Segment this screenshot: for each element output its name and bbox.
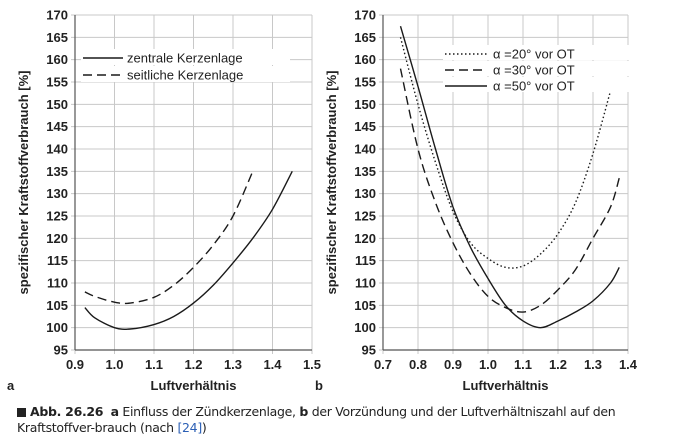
y-tick-label: 125 — [46, 209, 68, 224]
x-tick-label: 1.0 — [105, 357, 123, 372]
y-tick-label: 135 — [46, 164, 68, 179]
x-tick-label: 0.9 — [66, 357, 84, 372]
x-tick-label: 1.5 — [303, 357, 321, 372]
x-axis-label: Luftverhältnis — [463, 378, 549, 393]
x-tick-label: 1.4 — [263, 357, 282, 372]
y-tick-label: 115 — [355, 253, 376, 268]
legend-bg — [443, 77, 656, 92]
legend-bg — [81, 49, 290, 65]
x-tick-label: 0.8 — [409, 357, 427, 372]
legend-entry: α =50° vor OT — [493, 79, 575, 94]
x-tick-label: 1.1 — [145, 357, 163, 372]
figure-caption: Abb. 26.26 a Einfluss der Zündkerzenlage… — [17, 404, 687, 436]
panel-label: b — [315, 378, 323, 393]
y-tick-label: 100 — [354, 320, 376, 335]
caption-part-a: a — [110, 404, 119, 419]
legend-bg — [81, 66, 290, 82]
series-line — [399, 68, 620, 313]
x-tick-label: 1.3 — [584, 357, 602, 372]
caption-label: Abb. 26.26 — [30, 404, 104, 419]
legend-entry: α =20° vor OT — [493, 47, 575, 62]
legend-entry: zentrale Kerzenlage — [127, 51, 243, 66]
series-line — [399, 25, 620, 329]
x-tick-label: 0.9 — [444, 357, 462, 372]
y-tick-label: 170 — [354, 8, 376, 23]
x-tick-label: 1.4 — [619, 357, 638, 372]
x-tick-label: 0.7 — [374, 357, 392, 372]
y-tick-label: 150 — [354, 97, 376, 112]
y-tick-label: 105 — [46, 298, 68, 313]
caption-marker-icon — [17, 408, 26, 417]
y-tick-label: 150 — [46, 97, 68, 112]
y-tick-label: 95 — [54, 343, 68, 358]
y-tick-label: 140 — [354, 142, 376, 157]
y-tick-label: 155 — [354, 75, 376, 90]
x-tick-label: 1.2 — [184, 357, 202, 372]
y-tick-label: 125 — [354, 209, 376, 224]
y-axis-label: spezifischer Kraftstoffverbrauch [%] — [324, 71, 339, 295]
x-tick-label: 1.1 — [514, 357, 532, 372]
series-line — [84, 171, 254, 305]
x-tick-label: 1.3 — [224, 357, 242, 372]
y-tick-label: 100 — [46, 320, 68, 335]
chart-panel-b: 0.7 0.8 0.9 1.0 1.1 1.2 1.3 1.4 95 100 105 110 115 12… — [315, 8, 656, 393]
y-tick-label: 165 — [354, 30, 376, 45]
y-tick-label: 160 — [46, 52, 68, 67]
x-tick-label: 1.0 — [479, 357, 497, 372]
y-tick-label: 95 — [362, 343, 376, 358]
y-tick-label: 145 — [354, 119, 376, 134]
y-tick-label: 130 — [354, 186, 376, 201]
y-tick-label: 120 — [354, 231, 376, 246]
caption-text-a: Einfluss der Zündkerzenlage, — [118, 404, 300, 419]
y-tick-label: 120 — [46, 231, 68, 246]
y-tick-label: 145 — [46, 119, 68, 134]
y-tick-label: 155 — [46, 75, 68, 90]
legend-entry: α =30° vor OT — [493, 63, 575, 78]
legend-entry: seitliche Kerzenlage — [127, 68, 243, 83]
y-tick-label: 160 — [354, 52, 376, 67]
y-tick-label: 165 — [46, 30, 68, 45]
y-tick-label: 105 — [354, 298, 376, 313]
y-tick-label: 130 — [46, 186, 68, 201]
caption-end: ) — [201, 420, 207, 435]
caption-text-b: der Vorzündung und der Luftverhältniszah… — [17, 404, 616, 435]
y-tick-label: 115 — [47, 253, 68, 268]
series-line — [84, 171, 293, 331]
chart-panel-a: 0.9 1.0 1.1 1.2 1.3 1.4 1.5 95 100 105 110 115 120 12… — [7, 8, 321, 394]
y-tick-label: 170 — [46, 8, 68, 23]
y-tick-label: 140 — [46, 142, 68, 157]
caption-part-b: b — [299, 404, 309, 419]
y-tick-label: 110 — [47, 276, 68, 291]
x-axis-label: Luftverhältnis — [151, 378, 237, 393]
y-tick-label: 110 — [355, 276, 376, 291]
figure: 0.9 1.0 1.1 1.2 1.3 1.4 1.5 95 100 105 110 115 120 12… — [7, 7, 656, 394]
panel-label: a — [7, 378, 15, 393]
legend-bg — [443, 45, 656, 60]
x-tick-label: 1.2 — [549, 357, 567, 372]
legend-bg — [443, 61, 656, 76]
y-axis-label: spezifischer Kraftstoffverbrauch [%] — [16, 71, 31, 295]
y-tick-label: 135 — [354, 164, 376, 179]
series-line — [399, 37, 612, 269]
reference-link[interactable]: [24] — [177, 420, 202, 435]
